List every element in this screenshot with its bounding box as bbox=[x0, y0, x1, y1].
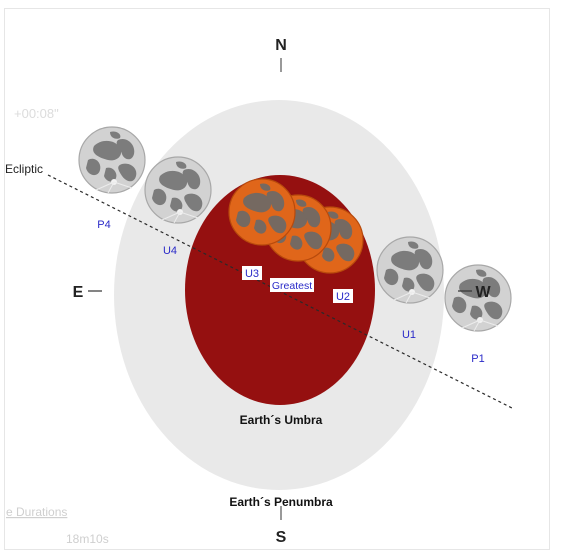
faded-durations: e Durations bbox=[6, 505, 67, 519]
compass-north: N bbox=[275, 37, 287, 54]
umbra-label: Earth´s Umbra bbox=[240, 413, 323, 427]
compass-south: S bbox=[276, 529, 287, 546]
label-u1: U1 bbox=[402, 329, 416, 341]
label-u3: U3 bbox=[245, 268, 259, 280]
moon-u4 bbox=[145, 157, 211, 223]
compass-east: E bbox=[73, 284, 84, 301]
label-u2: U2 bbox=[336, 291, 350, 303]
label-p4: P4 bbox=[97, 219, 110, 231]
label-u4: U4 bbox=[163, 245, 177, 257]
moon-p4 bbox=[79, 127, 145, 193]
label-greatest: Greatest bbox=[272, 280, 312, 292]
compass-west: W bbox=[475, 284, 491, 301]
ecliptic-label: Ecliptic bbox=[5, 162, 43, 176]
diagram-frame bbox=[4, 8, 550, 550]
greatest-label-box bbox=[270, 278, 314, 292]
faded-top-left: +00:08" bbox=[14, 106, 59, 121]
penumbra-label: Earth´s Penumbra bbox=[229, 495, 333, 509]
u2-label-box bbox=[333, 289, 353, 303]
label-p1: P1 bbox=[471, 353, 484, 365]
faded-duration-value: 18m10s bbox=[66, 532, 109, 546]
u3-label-box bbox=[242, 266, 262, 280]
moon-u3 bbox=[229, 179, 295, 245]
moon-u1 bbox=[377, 237, 443, 303]
